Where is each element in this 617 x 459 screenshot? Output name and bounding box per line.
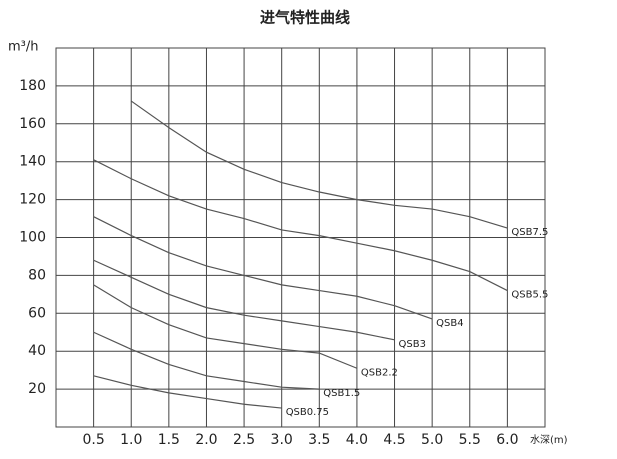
x-tick-label: 4.0 [346, 432, 368, 448]
series-label: QSB3 [399, 339, 426, 350]
y-tick-label: 160 [19, 116, 46, 132]
line-series [93, 375, 282, 409]
y-tick-label: 80 [28, 267, 46, 283]
line-series [93, 216, 433, 320]
line-series [93, 331, 320, 390]
y-axis-label: m³/h [8, 40, 39, 55]
chart-title: 进气特性曲线 [260, 9, 350, 27]
series-label: QSB2.2 [361, 367, 398, 378]
line-series [93, 259, 395, 341]
x-tick-label: 5.5 [459, 432, 481, 448]
x-tick-label: 3.5 [308, 432, 330, 448]
series-label: QSB0.75 [286, 407, 329, 418]
y-tick-label: 20 [28, 381, 46, 397]
y-tick-label: 100 [19, 230, 46, 246]
y-tick-label: 60 [28, 305, 46, 321]
y-tick-label: 180 [19, 78, 46, 94]
x-tick-label: 3.0 [271, 432, 293, 448]
line-series [130, 100, 508, 229]
y-tick-label: 40 [28, 343, 46, 359]
x-tick-label: 0.5 [82, 432, 104, 448]
x-tick-label: 2.0 [195, 432, 217, 448]
series-label: QSB5.5 [511, 290, 548, 301]
series-label: QSB4 [436, 318, 463, 329]
series-label: QSB1.5 [323, 388, 360, 399]
x-tick-label: 1.5 [158, 432, 180, 448]
y-tick-label: 120 [19, 192, 46, 208]
x-tick-label: 2.5 [233, 432, 255, 448]
x-tick-label: 5.0 [421, 432, 443, 448]
y-tick-label: 140 [19, 154, 46, 170]
line-series [93, 159, 508, 292]
x-tick-label: 1.0 [120, 432, 142, 448]
x-axis-label: 水深(m) [530, 434, 568, 446]
line-series [93, 284, 358, 369]
series-label: QSB7.5 [511, 227, 548, 238]
x-tick-label: 4.5 [383, 432, 405, 448]
x-tick-label: 6.0 [496, 432, 518, 448]
